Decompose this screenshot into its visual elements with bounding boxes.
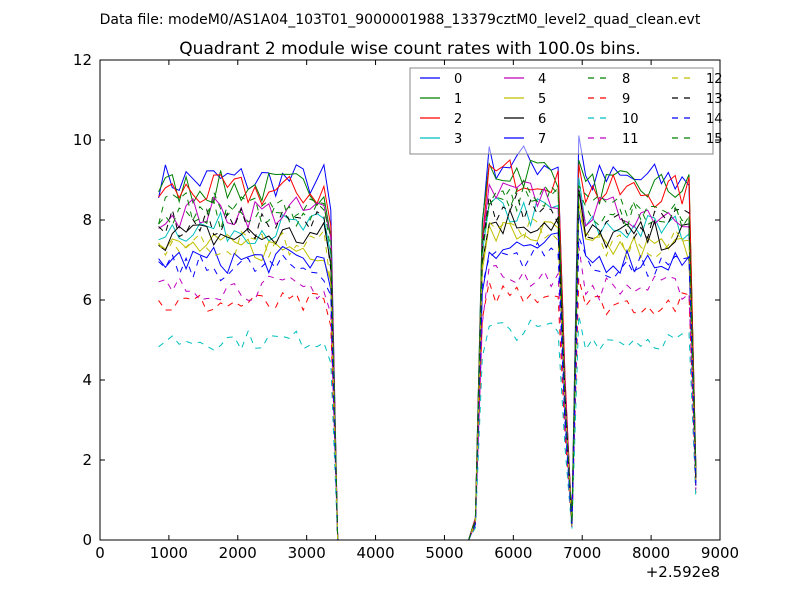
plot-area [158,135,697,541]
legend-label-13: 13 [706,92,723,107]
series-line-5 [158,202,697,541]
suptitle: Data file: modeM0/AS1A04_103T01_90000019… [100,12,701,28]
series-line-10 [158,315,697,541]
y-tick-label: 8 [82,211,92,229]
legend-label-9: 9 [622,92,630,107]
x-tick-label: 5000 [425,544,463,562]
series-line-14 [158,236,697,541]
x-tick-label: 3000 [288,544,326,562]
legend-label-11: 11 [622,132,639,147]
x-tick-label: 2000 [219,544,257,562]
legend-label-4: 4 [538,72,546,87]
x-tick-label: 8000 [632,544,670,562]
legend-label-12: 12 [706,72,723,87]
series-line-7 [158,211,697,541]
legend-label-6: 6 [538,112,546,127]
series-line-12 [158,212,697,541]
x-tick-label: 0 [95,544,105,562]
y-tick-label: 0 [82,531,92,549]
x-tick-label: 4000 [356,544,394,562]
series-line-4 [158,181,697,541]
y-tick-label: 6 [82,291,92,309]
legend-label-7: 7 [538,132,546,147]
series-line-11 [158,246,697,541]
legend-label-10: 10 [622,112,639,127]
y-tick-label: 4 [82,371,92,389]
y-tick-label: 12 [73,51,92,69]
series-line-9 [158,278,697,541]
legend-label-2: 2 [454,112,462,127]
legend-label-8: 8 [622,72,630,87]
x-offset-label: +2.592e8 [646,563,720,581]
legend-label-1: 1 [454,92,462,107]
series-line-1 [158,159,697,541]
series-line-8 [158,179,697,541]
x-tick-label: 6000 [494,544,532,562]
legend-label-0: 0 [454,72,462,87]
x-tick-label: 7000 [563,544,601,562]
axis-ticks: 0 1000 2000 3000 4000 5000 6000 7000 8000 9000 0 2 4… [73,51,739,562]
legend-label-15: 15 [706,132,723,147]
series-line-3 [158,177,697,541]
legend-label-3: 3 [454,132,462,147]
chart-title: Quadrant 2 module wise count rates with … [179,39,640,59]
legend-label-14: 14 [706,112,723,127]
series-line-6 [158,189,697,541]
y-tick-label: 2 [82,451,92,469]
legend-label-5: 5 [538,92,546,107]
x-tick-label: 1000 [150,544,188,562]
x-tick-label: 9000 [701,544,739,562]
y-tick-label: 10 [73,131,92,149]
legend-box [409,67,714,155]
